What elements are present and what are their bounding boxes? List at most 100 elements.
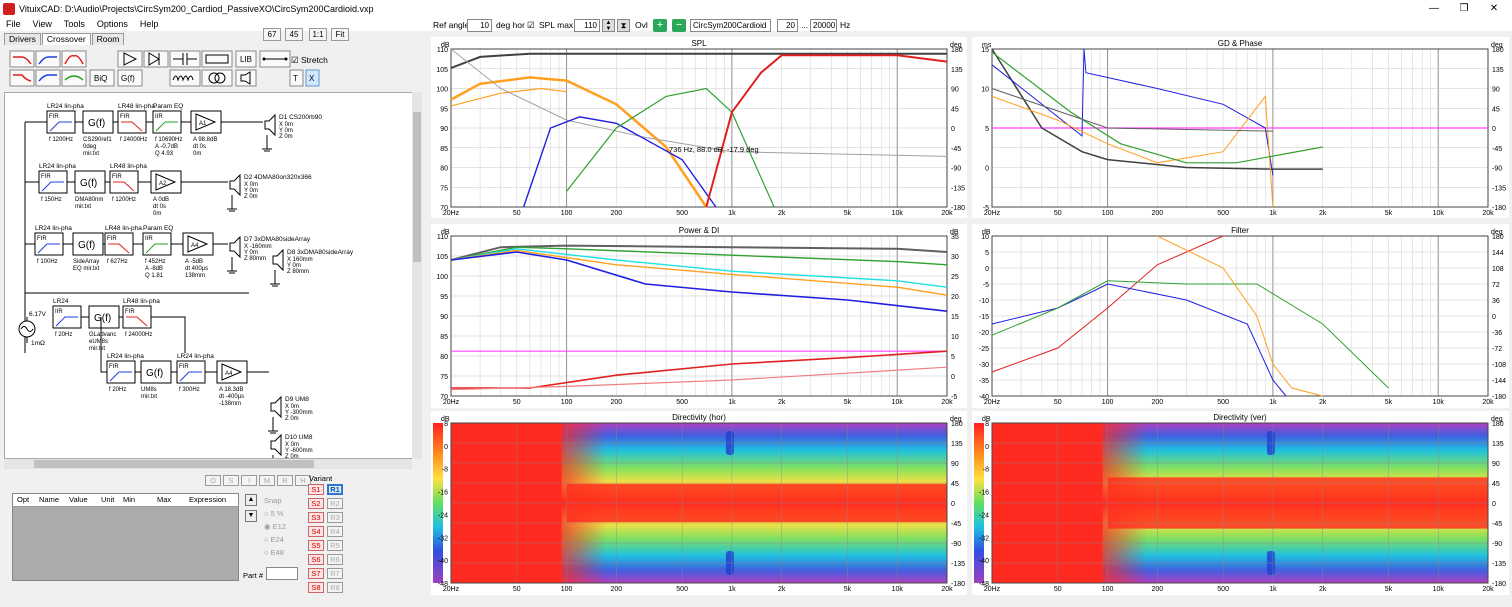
voltage-source[interactable]: 6.17V 1mΩ xyxy=(18,311,47,347)
freq-low-input[interactable]: 20 xyxy=(777,19,798,32)
variant-save-s8[interactable]: S8 xyxy=(308,582,324,593)
zoom-fit-button[interactable]: Fit xyxy=(331,28,349,41)
filter-block[interactable]: LR24 IIR f 20Hz xyxy=(52,298,82,338)
ref-angle-input[interactable]: 10 xyxy=(467,19,492,32)
snap-e48-radio[interactable]: ○ E48 xyxy=(264,548,284,557)
overlay-name-input[interactable]: CircSym200Cardioid xyxy=(690,19,771,32)
variant-recall-r1[interactable]: R1 xyxy=(327,484,343,495)
menu-help[interactable]: Help xyxy=(139,19,159,29)
variant-save-s7[interactable]: S7 xyxy=(308,568,324,579)
tab-room[interactable]: Room xyxy=(91,33,125,45)
stretch-checkbox[interactable]: ☑ Stretch xyxy=(291,55,328,65)
filter-block[interactable]: LR48 lin-pha FIR f 24000Hz xyxy=(117,103,155,143)
optimizer-table[interactable]: Opt Name Value Unit Min Max Expression xyxy=(12,493,239,581)
text-tool[interactable]: T xyxy=(289,69,304,87)
menu-view[interactable]: View xyxy=(32,19,52,29)
zoom-1to1-button[interactable]: 1:1 xyxy=(309,28,327,41)
move-down-button[interactable]: ▼ xyxy=(245,510,257,522)
variant-recall-r4[interactable]: R4 xyxy=(327,526,343,537)
remove-overlay-icon[interactable]: − xyxy=(672,19,686,32)
capacitor-tool[interactable] xyxy=(169,50,201,68)
variant-recall-r7[interactable]: R7 xyxy=(327,568,343,579)
variant-save-s4[interactable]: S4 xyxy=(308,526,324,537)
opt-m-button[interactable]: M xyxy=(259,475,275,486)
variant-save-s2[interactable]: S2 xyxy=(308,498,324,509)
gd-phase-panel[interactable]: GD & Phase ms deg 15 10 5 0 -5 180 135 90 45 0 -45 -90… xyxy=(972,37,1509,218)
opt-h-button[interactable]: H xyxy=(295,475,311,486)
resistor-tool[interactable] xyxy=(201,50,233,68)
delete-tool[interactable]: X xyxy=(305,69,320,87)
variant-recall-r3[interactable]: R3 xyxy=(327,512,343,523)
opt-o-button[interactable]: O xyxy=(205,475,221,486)
tab-drivers[interactable]: Drivers xyxy=(4,33,41,45)
lowpass-tool[interactable] xyxy=(9,50,35,68)
opt-i-button[interactable]: I xyxy=(241,475,257,486)
filter-block[interactable]: LR24 lin-pha FIR f 20Hz xyxy=(106,353,144,393)
filter-block[interactable]: LR24 lin-pha FIR f 1200Hz xyxy=(46,103,84,143)
variant-save-s1[interactable]: S1 xyxy=(308,484,324,495)
hourglass-icon[interactable]: ⧗ xyxy=(617,19,630,32)
wire-tool[interactable] xyxy=(259,50,291,68)
variant-recall-r2[interactable]: R2 xyxy=(327,498,343,509)
highpass-tool[interactable] xyxy=(35,50,61,68)
snap-5pct-radio[interactable]: ○ 5 % xyxy=(264,509,284,518)
menu-file[interactable]: File xyxy=(6,19,21,29)
filter-block[interactable]: LR48 lin-pha FIR f 627Hz xyxy=(104,225,142,265)
lowshelf-tool[interactable] xyxy=(9,69,35,87)
spl-max-checkbox[interactable]: ☑ xyxy=(527,20,535,30)
highshelf-tool[interactable] xyxy=(35,69,61,87)
transformer-tool[interactable] xyxy=(201,69,233,87)
speaker-tool[interactable] xyxy=(235,69,257,87)
spl-panel[interactable]: SPL dB deg 110 105 100 95 90 85 80 75 70 180 135 90 45 0… xyxy=(431,37,967,218)
schematic-vscroll[interactable] xyxy=(412,92,422,459)
spl-max-input[interactable]: 110 xyxy=(574,19,600,32)
variant-recall-r8[interactable]: R8 xyxy=(327,582,343,593)
spl-max-spinner[interactable]: ▲ ▼ xyxy=(602,19,615,32)
library-tool[interactable]: LIB xyxy=(235,50,257,68)
snap-e24-radio[interactable]: ○ E24 xyxy=(264,535,284,544)
variant-recall-r6[interactable]: R6 xyxy=(327,554,343,565)
part-number-input[interactable] xyxy=(266,567,298,580)
directivity-ver-panel[interactable]: Directivity (ver) dB deg 8 0 -8 -16 -24 -32 -40 -4… xyxy=(972,411,1509,595)
diode-tool[interactable] xyxy=(143,50,169,68)
variant-save-s3[interactable]: S3 xyxy=(308,512,324,523)
filter-block[interactable]: LR24 lin-pha FIR f 150Hz xyxy=(38,163,76,203)
gf-tool[interactable]: G(f) xyxy=(117,69,143,87)
opt-r-button[interactable]: R xyxy=(277,475,293,486)
opamp-tool[interactable] xyxy=(117,50,143,68)
variant-save-s5[interactable]: S5 xyxy=(308,540,324,551)
menu-tools[interactable]: Tools xyxy=(63,19,85,29)
peak-tool[interactable] xyxy=(61,69,87,87)
power-di-panel[interactable]: Power & DI dB dB 110 105 100 95 90 85 80 75 70 35 30 2… xyxy=(431,224,967,408)
close-button[interactable]: ✕ xyxy=(1489,3,1499,14)
filter-block[interactable]: LR48 lin-pha FIR f 1200Hz xyxy=(109,163,147,203)
zoom-45-button[interactable]: 45 xyxy=(285,28,303,41)
opt-s-button[interactable]: S xyxy=(223,475,239,486)
directivity-hor-panel[interactable]: Directivity (hor) dB deg 8 0 -8 -16 -24 -32 -40 -4… xyxy=(431,411,967,595)
maximize-button[interactable]: ❐ xyxy=(1459,3,1469,14)
variant-save-s6[interactable]: S6 xyxy=(308,554,324,565)
menu-options[interactable]: Options xyxy=(96,19,128,29)
schematic-hscroll[interactable] xyxy=(4,459,412,469)
bandpass-tool[interactable] xyxy=(61,50,87,68)
variant-recall-r5[interactable]: R5 xyxy=(327,540,343,551)
add-overlay-icon[interactable]: + xyxy=(653,19,667,32)
schematic-canvas[interactable]: LR24 lin-pha FIR f 1200Hz LR48 lin-pha FIR f … xyxy=(4,92,416,472)
zoom-67-button[interactable]: 67 xyxy=(263,28,281,41)
